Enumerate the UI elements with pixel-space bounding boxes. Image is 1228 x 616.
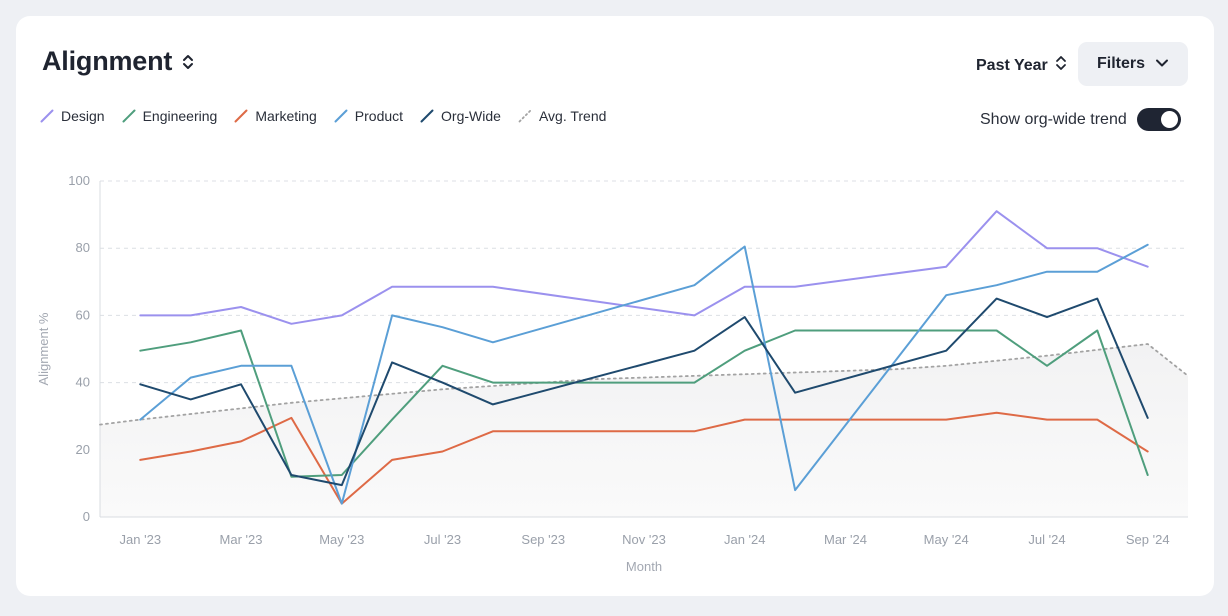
legend-line-icon (40, 109, 54, 123)
chart-title-selector[interactable]: Alignment (42, 46, 196, 77)
y-tick-label: 60 (76, 307, 90, 322)
org-trend-toggle-row: Show org-wide trend (980, 108, 1181, 131)
y-tick-label: 100 (68, 173, 90, 188)
legend-item-design[interactable]: Design (40, 108, 105, 124)
legend-label: Org-Wide (441, 108, 501, 124)
y-tick-label: 80 (76, 240, 90, 255)
sort-icon (1054, 54, 1068, 77)
legend-item-avg-trend[interactable]: Avg. Trend (518, 108, 606, 124)
x-tick-label: Jul '24 (1028, 532, 1065, 547)
range-selector[interactable]: Past Year (976, 54, 1068, 77)
x-tick-label: Mar '23 (220, 532, 263, 547)
x-tick-label: Jul '23 (424, 532, 461, 547)
legend-label: Avg. Trend (538, 108, 607, 124)
series-line-engineering[interactable] (139, 329, 1149, 478)
x-tick-label: Mar '24 (824, 532, 867, 547)
y-tick-label: 40 (76, 375, 90, 390)
series-line-product[interactable] (139, 243, 1149, 505)
legend-line-icon (122, 109, 136, 123)
x-tick-label: Sep '23 (521, 532, 565, 547)
chart-card: Alignment Past Year Filters Design Engine… (16, 16, 1214, 596)
legend-label: Design (61, 108, 105, 124)
x-axis-title: Month (626, 559, 662, 574)
legend-item-engineering[interactable]: Engineering (122, 108, 218, 124)
x-tick-label: Jan '24 (724, 532, 766, 547)
legend-item-org-wide[interactable]: Org-Wide (420, 108, 501, 124)
legend-line-icon (420, 109, 434, 123)
x-tick-label: May '24 (924, 532, 969, 547)
legend-line-icon (234, 109, 248, 123)
series-line-org-wide[interactable] (139, 297, 1149, 487)
legend-line-icon (518, 109, 532, 123)
legend-item-marketing[interactable]: Marketing (234, 108, 317, 124)
y-tick-label: 0 (83, 509, 90, 524)
y-tick-label: 20 (76, 442, 90, 457)
filters-label: Filters (1096, 55, 1145, 72)
org-trend-toggle[interactable] (1136, 108, 1181, 131)
legend-label: Product (354, 108, 404, 124)
legend-item-product[interactable]: Product (334, 108, 403, 124)
x-tick-label: Sep '24 (1126, 532, 1170, 547)
chevron-down-icon (1155, 55, 1169, 73)
legend: Design Engineering Marketing Product Org-Wid… (40, 108, 606, 124)
line-chart: 0 20 40 60 80 100 Jan '23 Mar '23 May '23 Jul '23… (36, 173, 1189, 574)
legend-label: Marketing (255, 108, 317, 124)
y-axis-title: Alignment % (36, 312, 51, 385)
x-tick-label: Jan '23 (120, 532, 162, 547)
filters-button[interactable]: Filters (1078, 42, 1188, 86)
series-line-avg-trend[interactable] (99, 343, 1189, 426)
chart-title: Alignment (42, 46, 173, 76)
range-label: Past Year (976, 56, 1048, 74)
toggle-label: Show org-wide trend (980, 110, 1127, 128)
series-line-design[interactable] (139, 210, 1149, 325)
legend-line-icon (334, 109, 348, 123)
x-tick-label: Nov '23 (622, 532, 666, 547)
legend-label: Engineering (142, 108, 218, 124)
series-line-marketing[interactable] (139, 411, 1149, 505)
toggle-knob (1160, 111, 1178, 128)
sort-icon (180, 52, 196, 72)
x-tick-label: May '23 (319, 532, 364, 547)
